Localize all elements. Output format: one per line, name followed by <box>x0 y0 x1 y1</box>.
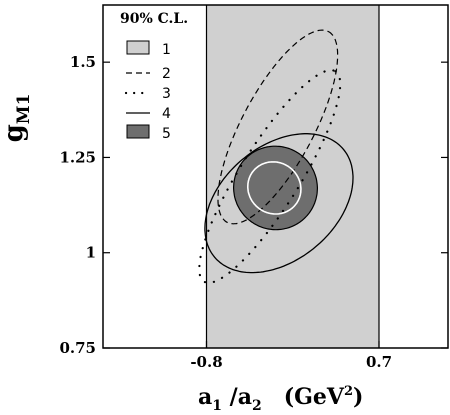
legend-entry-1: 1 <box>126 40 171 58</box>
legend-swatch <box>126 124 150 139</box>
legend-entry-2: 2 <box>126 66 171 82</box>
contour-series-4 <box>204 133 354 274</box>
legend-label: 3 <box>162 86 171 102</box>
y-axis-label: gM1 ~ <box>0 94 34 148</box>
contour-curves <box>198 29 354 284</box>
x-tick-label: 0.7 <box>366 353 392 371</box>
legend-entry-5: 5 <box>126 124 171 142</box>
y-tick-label: 0.75 <box>59 339 96 357</box>
x-axis-label: a1 /a2 (GeV2) <box>198 384 363 414</box>
legend-title: 90% C.L. <box>120 11 188 27</box>
contour-series-5 <box>233 145 318 231</box>
legend-label: 2 <box>162 66 171 82</box>
svg-text:gM1: gM1 <box>0 94 34 143</box>
y-axis-label-accent: ~ <box>0 130 8 148</box>
legend-label: 1 <box>162 42 171 58</box>
legend: 90% C.L. 1 2 3 4 5 <box>120 11 188 142</box>
contour-series-3 <box>198 69 342 284</box>
y-tick-label: 1.5 <box>70 53 96 71</box>
contour-series-inner <box>247 161 302 215</box>
plot-frame <box>102 4 449 349</box>
legend-label: 5 <box>162 126 171 142</box>
legend-entry-4: 4 <box>126 106 171 122</box>
axis-ticks: 0.75 1 1.25 1.5 -0.8 0.7 <box>59 53 448 371</box>
contour-series-2 <box>217 29 339 225</box>
y-axis-label-sub: M1 <box>14 94 34 125</box>
legend-label: 4 <box>162 106 171 122</box>
y-tick-label: 1 <box>86 244 96 262</box>
legend-swatch <box>126 40 150 55</box>
y-axis-label-main: g <box>0 124 29 142</box>
y-tick-label: 1.25 <box>59 148 96 166</box>
legend-entry-3: 3 <box>124 86 171 102</box>
x-tick-label: -0.8 <box>190 353 222 371</box>
